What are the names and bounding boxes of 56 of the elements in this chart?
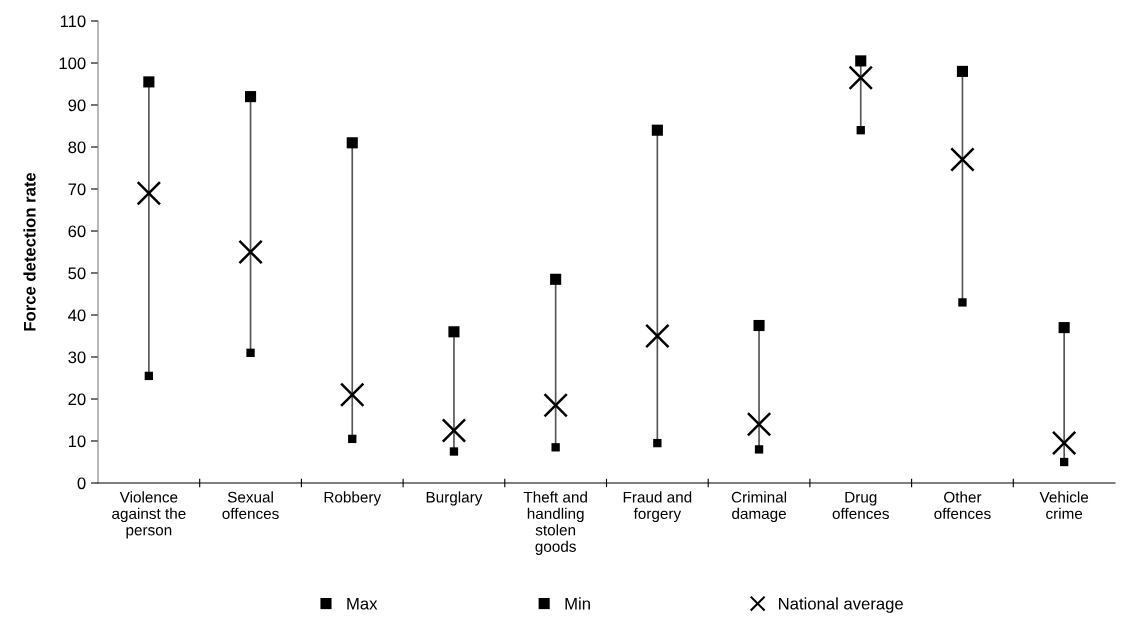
- y-tick-label: 40: [68, 309, 86, 322]
- x-tick-label: Vehicle crime: [1039, 491, 1089, 520]
- point: [1059, 457, 1069, 467]
- x-tick-label: Sexual offences: [222, 491, 279, 520]
- point: [856, 126, 865, 135]
- point: [753, 319, 765, 332]
- point: [1058, 322, 1070, 334]
- point: [958, 298, 967, 307]
- y-tick-label: 30: [68, 351, 86, 364]
- legend-label: National average: [779, 597, 903, 613]
- point: [441, 418, 467, 443]
- y-tick-label: 60: [68, 225, 86, 238]
- point: [1051, 430, 1077, 456]
- x-tick-label: Burglary: [426, 491, 483, 506]
- y-tick-label: 10: [68, 435, 86, 448]
- point: [448, 326, 460, 338]
- legend-label: Max: [347, 597, 378, 610]
- x-tick-label: Fraud and forgery: [623, 491, 692, 523]
- x-tick-label: Violence against the person: [112, 491, 186, 539]
- point: [950, 147, 975, 172]
- y-tick-label: 110: [60, 15, 86, 28]
- point: [348, 434, 357, 444]
- y-tick-label: 20: [68, 393, 86, 406]
- y-tick-label: 80: [68, 141, 86, 154]
- point: [143, 76, 155, 88]
- point: [543, 392, 569, 418]
- point: [855, 55, 867, 67]
- point: [653, 438, 662, 448]
- point: [346, 137, 358, 149]
- x-tick-label: Other offences: [934, 491, 991, 520]
- point: [144, 371, 154, 381]
- point: [848, 65, 874, 91]
- y-tick-label: 90: [68, 99, 86, 112]
- point: [136, 180, 162, 206]
- y-tick-label: 70: [68, 183, 86, 196]
- point: [246, 348, 255, 357]
- point: [754, 445, 764, 454]
- point: [449, 447, 459, 456]
- y-axis-title: Force detection rate: [23, 172, 36, 331]
- x-tick-label: Drug offences: [832, 491, 889, 520]
- y-tick-label: 100: [59, 57, 86, 70]
- point: [244, 91, 257, 103]
- legend-label: Min: [565, 597, 590, 610]
- point: [550, 273, 562, 285]
- x-tick-label: Criminal damage: [731, 491, 787, 523]
- point: [956, 65, 969, 77]
- y-tick-label: 0: [77, 477, 86, 490]
- point: [339, 382, 365, 408]
- point: [651, 124, 663, 136]
- point: [238, 239, 263, 265]
- x-tick-label: Robbery: [324, 491, 382, 506]
- y-tick-label: 50: [68, 267, 86, 280]
- point: [551, 443, 560, 452]
- x-tick-label: Theft and handling stolen goods: [523, 491, 587, 555]
- point: [644, 323, 670, 349]
- point: [746, 411, 772, 437]
